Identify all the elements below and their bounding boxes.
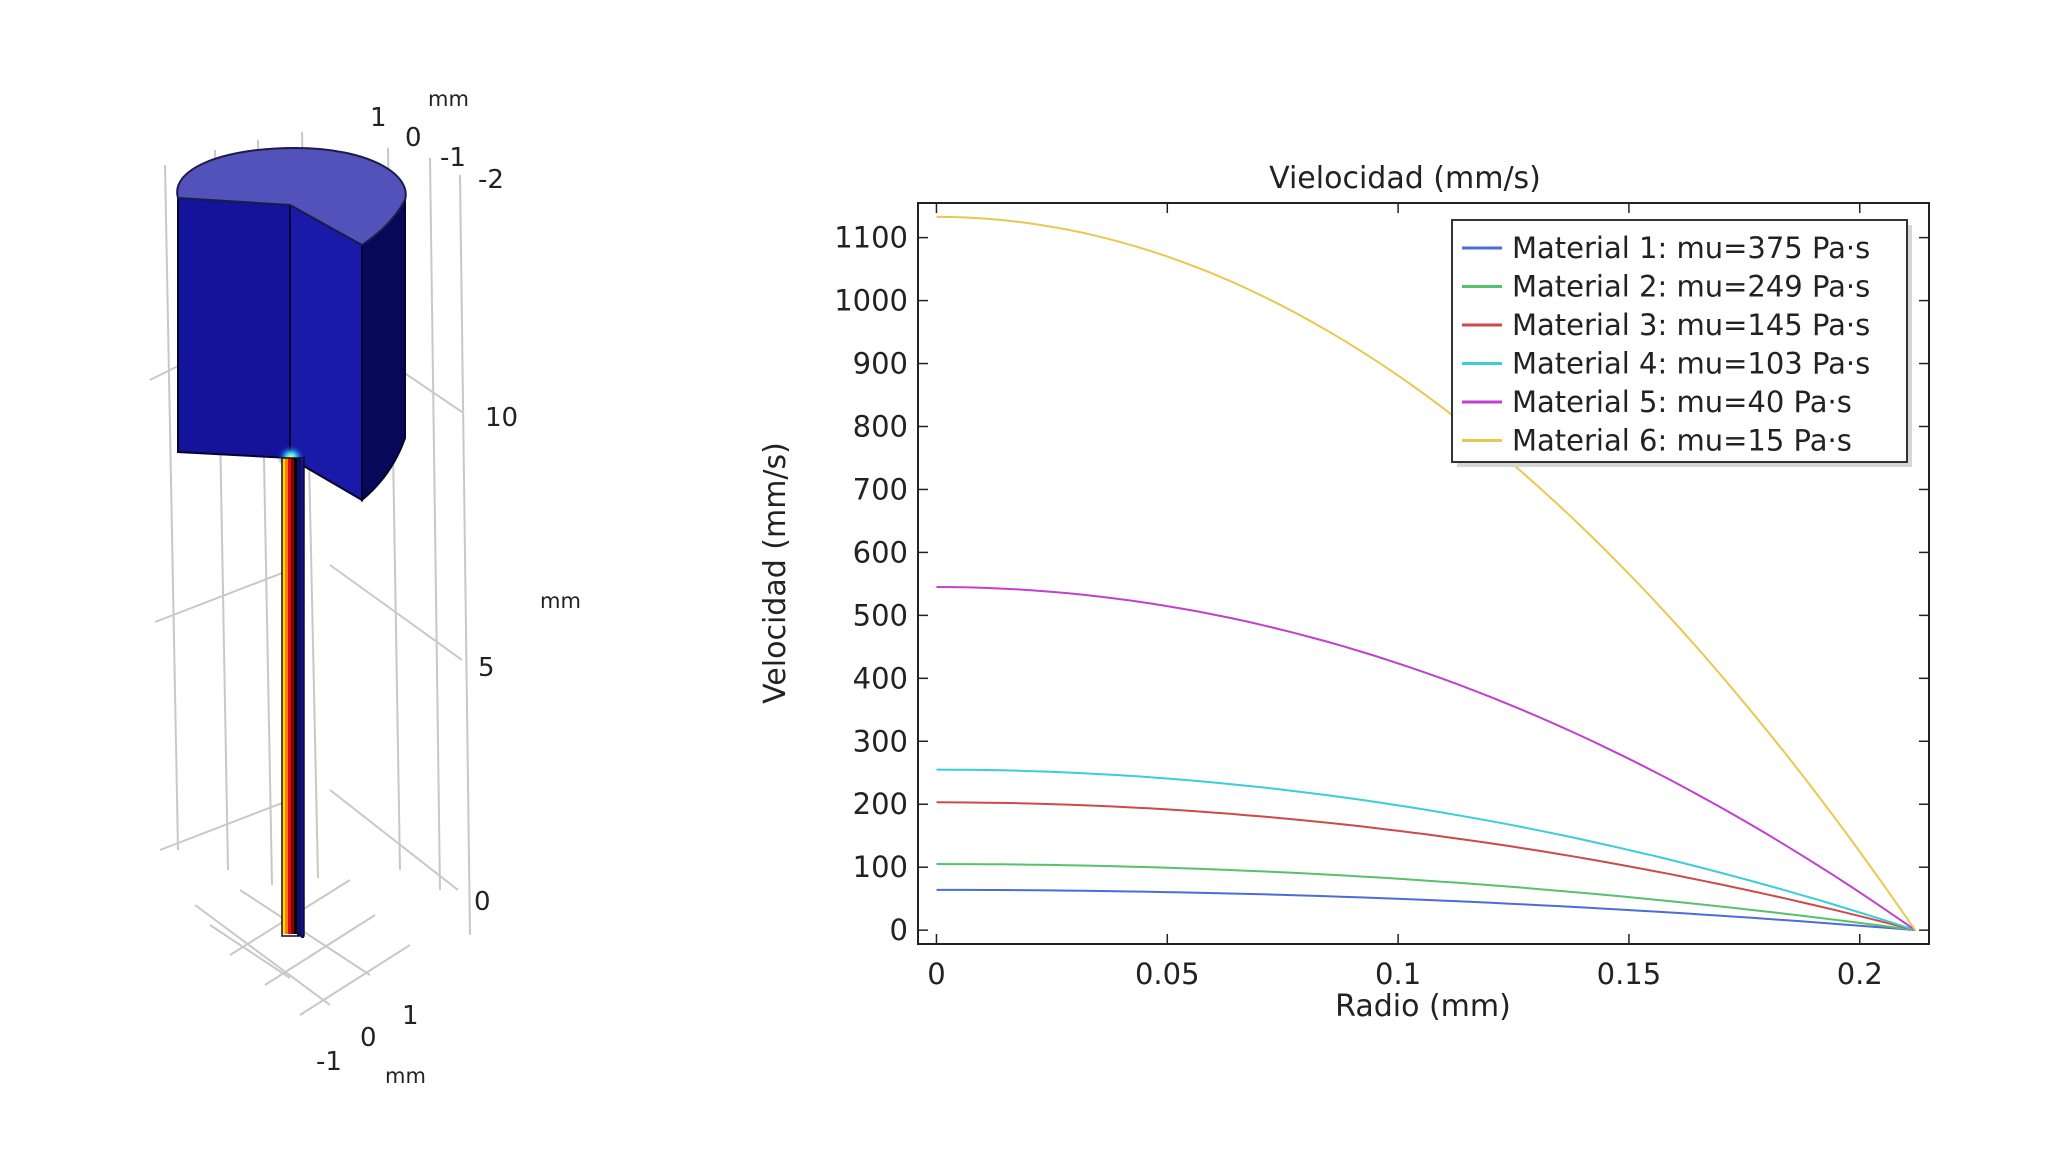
bottom-axis-tick: 1 — [402, 1001, 419, 1031]
grid-line — [194, 904, 331, 1006]
legend-label: Material 1: mu=375 Pa·s — [1512, 231, 1870, 265]
grid-line — [239, 889, 371, 976]
nozzle-stripe — [294, 458, 297, 934]
nozzle-outline — [281, 457, 305, 937]
legend-label: Material 6: mu=15 Pa·s — [1512, 424, 1852, 458]
plot-frame — [917, 202, 1930, 945]
nozzle-stripe — [297, 458, 301, 936]
legend: Material 1: mu=375 Pa·s Material 2: mu=24… — [1451, 219, 1912, 467]
series-line — [936, 586, 1916, 931]
vertical-axis-tick: 5 — [478, 653, 495, 683]
y-tick-label: 600 — [853, 535, 908, 569]
nozzle-stripe — [282, 458, 285, 934]
legend-label: Material 4: mu=103 Pa·s — [1512, 347, 1870, 381]
nozzle-stripe — [301, 460, 304, 938]
vertical-axis-tick: 10 — [485, 403, 518, 433]
nozzle-stripe — [285, 458, 288, 934]
x-tick-label: 0 — [927, 957, 945, 991]
legend-items: Material 1: mu=375 Pa·s Material 2: mu=24… — [1462, 231, 1870, 458]
x-tick-labels: 0 0.05 0.1 0.15 0.2 — [927, 957, 1883, 991]
y-tick-label: 1100 — [834, 221, 908, 255]
y-tick-label: 300 — [853, 724, 908, 758]
y-tick-label: 700 — [853, 472, 908, 506]
nozzle-stripe — [288, 458, 291, 934]
x-tick-label: 0.05 — [1135, 957, 1200, 991]
y-tick-label: 0 — [890, 913, 908, 947]
vertical-axis-unit: mm — [540, 589, 581, 613]
series-line — [936, 888, 1916, 932]
top-axis-unit: mm — [428, 87, 469, 111]
nozzle-stripe — [291, 458, 294, 934]
y-axis-title: Velocidad (mm/s) — [758, 442, 793, 704]
grid-line — [399, 369, 463, 413]
bottom-axis-tick: 0 — [360, 1023, 377, 1053]
grid-line — [299, 944, 411, 1016]
grid-line — [209, 924, 291, 979]
legend-label: Material 2: mu=249 Pa·s — [1512, 270, 1870, 304]
y-tick-label: 200 — [853, 787, 908, 821]
y-tick-label: 100 — [853, 850, 908, 884]
x-axis-title: Radio (mm) — [1335, 989, 1511, 1024]
x-tick-label: 0.2 — [1837, 957, 1883, 991]
series-line — [936, 863, 1916, 932]
grid-line — [329, 564, 463, 661]
legend-label: Material 5: mu=40 Pa·s — [1512, 385, 1852, 419]
bottom-axis-tick: -1 — [316, 1047, 342, 1077]
grid-line — [154, 569, 291, 623]
grid-line — [329, 789, 459, 891]
grid-line — [164, 164, 179, 851]
y-tick-label: 900 — [853, 347, 908, 381]
legend-box — [1451, 219, 1908, 463]
model-3d: 1 0 -1 -2 mm 10 5 0 mm -1 0 1 mm — [149, 87, 581, 1088]
velocity-chart: Vielocidad (mm/s) 0 100 200 300 400 500 600 700… — [758, 161, 1930, 1024]
series-line — [936, 215, 1917, 931]
top-axis-tick: 0 — [405, 123, 422, 153]
bottom-axis-unit: mm — [385, 1064, 426, 1088]
grid-line — [159, 799, 291, 851]
tick-marks — [918, 203, 1929, 944]
top-axis-tick: -1 — [440, 143, 466, 173]
y-tick-label: 400 — [853, 661, 908, 695]
nozzle — [281, 457, 305, 938]
y-tick-label: 800 — [853, 409, 908, 443]
series-line — [936, 768, 1916, 932]
top-axis-tick: -2 — [478, 165, 504, 195]
x-tick-label: 0.15 — [1597, 957, 1662, 991]
vertical-axis-tick: 0 — [474, 887, 491, 917]
top-axis-tick: 1 — [370, 103, 387, 133]
reservoir-curved-side — [361, 199, 406, 503]
y-tick-label: 500 — [853, 598, 908, 632]
grid-line — [429, 157, 441, 891]
grid-line — [459, 174, 471, 936]
series-line — [936, 801, 1916, 932]
series-lines — [936, 215, 1917, 932]
reservoir-front-face — [177, 196, 291, 460]
legend-label: Material 3: mu=145 Pa·s — [1512, 308, 1870, 342]
chart-title: Vielocidad (mm/s) — [1269, 161, 1541, 196]
reservoir-top-face — [176, 146, 407, 247]
y-tick-labels: 0 100 200 300 400 500 600 700 800 900 1000 1100 — [834, 221, 908, 948]
y-tick-label: 1000 — [834, 284, 908, 318]
x-tick-label: 0.1 — [1375, 957, 1421, 991]
